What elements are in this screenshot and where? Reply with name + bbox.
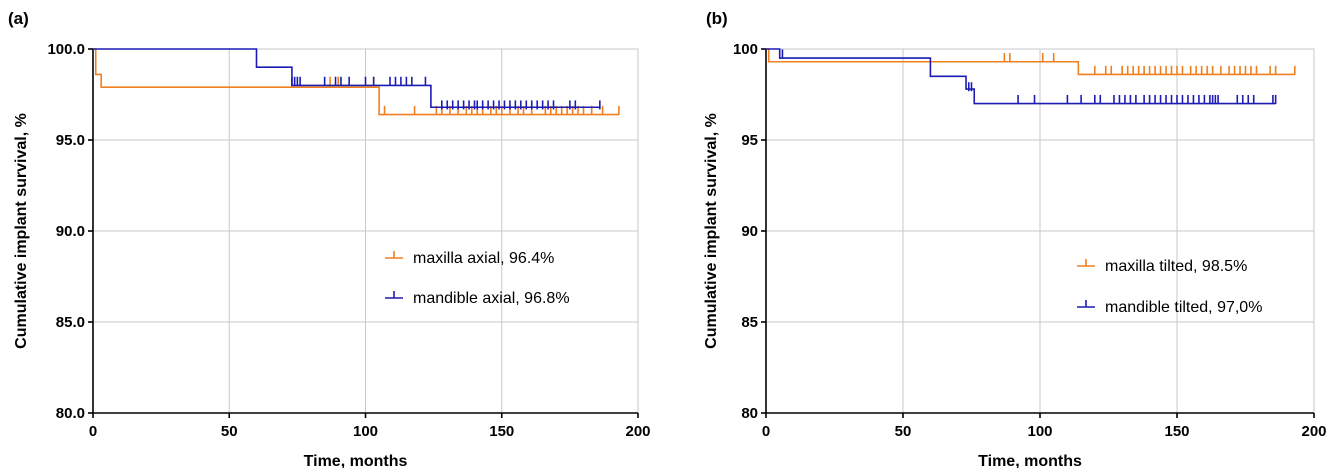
chart-panel-1: (a) 0 50 100 150 200 80.0 85.0 90.0 95.0 100.0 Time… [8, 9, 651, 468]
y-tick-label: 90 [741, 223, 758, 240]
series-2 [93, 48, 601, 110]
y-tick-label: 100 [733, 41, 758, 58]
series-1 [766, 48, 1296, 76]
y-tick-label: 80.0 [56, 405, 85, 422]
survival-step-line [766, 48, 1276, 105]
x-tick-label: 0 [762, 423, 770, 440]
x-tick-label: 50 [221, 423, 238, 440]
x-tick-label: 100 [1027, 423, 1052, 440]
legend-label: mandible tilted, 97,0% [1105, 299, 1262, 316]
x-tick-label: 150 [489, 423, 514, 440]
chart-panel-2: (b) 0 50 100 150 200 80 85 90 95 100 Time, months Cu… [703, 9, 1327, 468]
survival-step-line [93, 48, 600, 109]
y-tick-label: 85 [741, 314, 758, 331]
y-axis-title: Cumulative implant survival, % [703, 113, 720, 349]
x-tick-label: 150 [1164, 423, 1189, 440]
x-tick-label: 0 [89, 423, 97, 440]
series-2 [766, 48, 1277, 105]
legend-entry: maxilla tilted, 98.5% [1077, 258, 1247, 275]
legend-label: mandible axial, 96.8% [413, 290, 570, 307]
x-tick-label: 100 [353, 423, 378, 440]
panel-label: (b) [706, 9, 728, 28]
survival-step-line [766, 48, 1295, 76]
x-axis-title: Time, months [304, 453, 408, 468]
x-tick-label: 50 [895, 423, 912, 440]
legend-label: maxilla tilted, 98.5% [1105, 258, 1247, 275]
survival-step-line [93, 48, 619, 116]
x-axis-title: Time, months [978, 453, 1082, 468]
y-tick-label: 100.0 [47, 41, 85, 58]
x-tick-label: 200 [1301, 423, 1326, 440]
y-tick-label: 85.0 [56, 314, 85, 331]
legend-entry: maxilla axial, 96.4% [385, 250, 554, 267]
y-axis-title: Cumulative implant survival, % [13, 113, 30, 349]
legend-entry: mandible tilted, 97,0% [1077, 299, 1262, 316]
panel-label: (a) [8, 9, 29, 28]
legend-label: maxilla axial, 96.4% [413, 250, 554, 267]
series-1 [93, 48, 620, 116]
legend-entry: mandible axial, 96.8% [385, 290, 570, 307]
y-tick-label: 95.0 [56, 132, 85, 149]
x-tick-label: 200 [625, 423, 650, 440]
y-tick-label: 95 [741, 132, 758, 149]
y-tick-label: 80 [741, 405, 758, 422]
y-tick-label: 90.0 [56, 223, 85, 240]
